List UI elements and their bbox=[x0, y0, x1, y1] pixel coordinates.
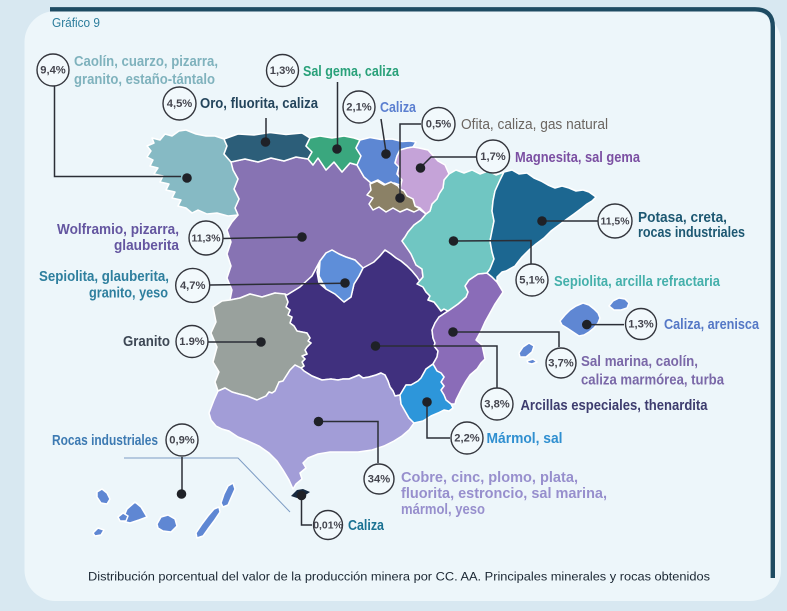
svg-text:Cobre, cinc, plomo, plata,: Cobre, cinc, plomo, plata, bbox=[401, 470, 578, 486]
svg-text:3,7%: 3,7% bbox=[548, 358, 574, 370]
svg-text:5,1%: 5,1% bbox=[519, 275, 545, 287]
svg-text:3,8%: 3,8% bbox=[484, 399, 510, 411]
svg-text:Ofita, caliza, gas natural: Ofita, caliza, gas natural bbox=[461, 117, 608, 133]
svg-text:4,7%: 4,7% bbox=[180, 280, 206, 292]
svg-text:Caliza: Caliza bbox=[348, 518, 385, 534]
svg-text:1.9%: 1.9% bbox=[179, 336, 205, 348]
svg-text:glauberita: glauberita bbox=[114, 238, 180, 254]
svg-text:Caolín, cuarzo, pizarra,: Caolín, cuarzo, pizarra, bbox=[74, 54, 218, 70]
svg-text:Granito: Granito bbox=[123, 334, 170, 350]
svg-text:Caliza, arenisca: Caliza, arenisca bbox=[664, 317, 760, 333]
svg-text:granito, estaño-tántalo: granito, estaño-tántalo bbox=[74, 72, 215, 88]
svg-text:Rocas industriales: Rocas industriales bbox=[52, 433, 158, 449]
svg-text:Potasa, creta,: Potasa, creta, bbox=[638, 210, 727, 226]
svg-text:caliza marmórea, turba: caliza marmórea, turba bbox=[581, 373, 725, 389]
svg-text:Gráfico 9: Gráfico 9 bbox=[52, 15, 100, 30]
svg-text:rocas industriales: rocas industriales bbox=[638, 225, 745, 241]
svg-text:0,01%: 0,01% bbox=[313, 521, 342, 532]
svg-text:2,2%: 2,2% bbox=[454, 433, 480, 445]
svg-text:9,4%: 9,4% bbox=[40, 65, 66, 77]
svg-text:1,7%: 1,7% bbox=[480, 151, 506, 163]
svg-text:granito, yeso: granito, yeso bbox=[89, 286, 168, 302]
svg-text:Sal gema, caliza: Sal gema, caliza bbox=[303, 64, 400, 80]
svg-text:Sal marina, caolín,: Sal marina, caolín, bbox=[581, 354, 698, 370]
svg-text:11,5%: 11,5% bbox=[601, 217, 630, 228]
svg-text:Magnesita, sal gema: Magnesita, sal gema bbox=[515, 150, 641, 166]
svg-text:Distribución porcentual del va: Distribución porcentual del valor de la … bbox=[88, 570, 710, 584]
svg-text:fluorita, estroncio, sal marin: fluorita, estroncio, sal marina, bbox=[401, 486, 607, 502]
svg-text:4,5%: 4,5% bbox=[167, 98, 193, 110]
svg-text:mármol, yeso: mármol, yeso bbox=[401, 502, 485, 518]
svg-text:1,3%: 1,3% bbox=[628, 319, 654, 331]
svg-text:11,3%: 11,3% bbox=[192, 234, 221, 245]
svg-text:0,5%: 0,5% bbox=[426, 119, 452, 131]
svg-text:Caliza: Caliza bbox=[380, 100, 417, 116]
svg-text:0,9%: 0,9% bbox=[169, 435, 195, 447]
svg-text:Oro, fluorita, caliza: Oro, fluorita, caliza bbox=[200, 96, 319, 112]
svg-text:Mármol, sal: Mármol, sal bbox=[487, 431, 563, 447]
svg-text:Wolframio, pizarra,: Wolframio, pizarra, bbox=[57, 222, 179, 238]
svg-text:Sepiolita, glauberita,: Sepiolita, glauberita, bbox=[39, 269, 169, 285]
svg-text:34%: 34% bbox=[368, 474, 390, 486]
svg-text:Arcillas especiales, thenardi: Arcillas especiales, thenardita bbox=[521, 398, 709, 414]
svg-text:1,3%: 1,3% bbox=[270, 65, 296, 77]
svg-text:2,1%: 2,1% bbox=[346, 102, 372, 114]
svg-text:Sepiolita, arcilla refractaria: Sepiolita, arcilla refractaria bbox=[554, 274, 721, 290]
